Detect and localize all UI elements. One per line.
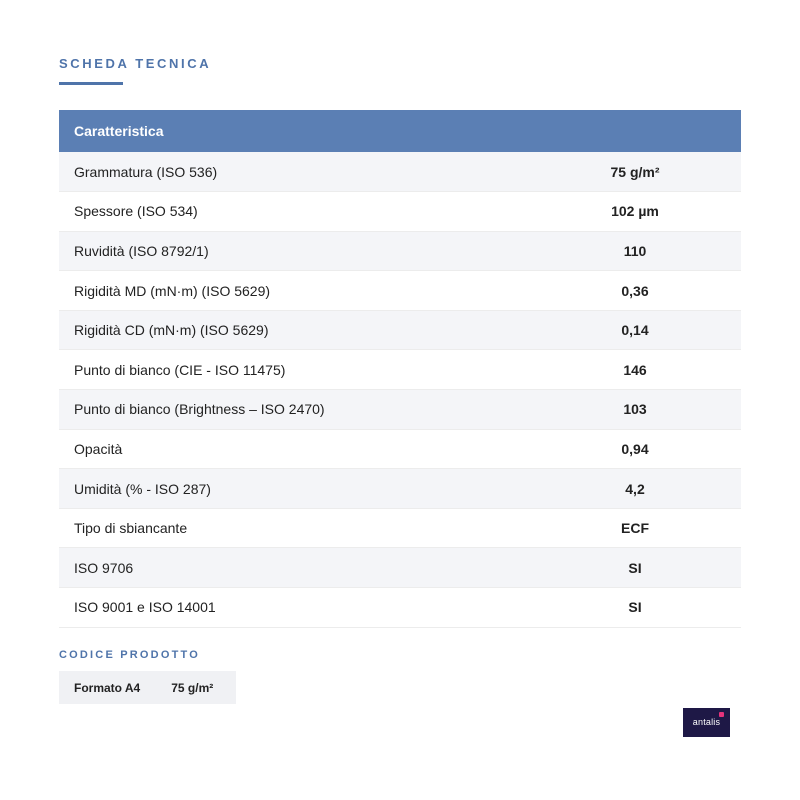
- product-code-format: Formato A4: [74, 680, 141, 695]
- row-label: Grammatura (ISO 536): [59, 152, 529, 193]
- section-title: SCHEDA TECNICA: [59, 56, 212, 71]
- product-code-box: Formato A4 75 g/m²: [59, 671, 236, 704]
- row-label: Tipo di sbiancante: [59, 508, 529, 549]
- row-value: ECF: [529, 508, 741, 549]
- antalis-logo-icon: antalis: [683, 708, 730, 737]
- row-value: 110: [529, 231, 741, 272]
- table-row: Grammatura (ISO 536) 75 g/m²: [59, 152, 741, 193]
- spec-table-body: Grammatura (ISO 536) 75 g/m² Spessore (ISO…: [59, 152, 741, 628]
- logo-accent-mark: [719, 712, 724, 717]
- row-value: 0,14: [529, 310, 741, 351]
- row-label: Rigidità MD (mN·m) (ISO 5629): [59, 270, 529, 311]
- table-row: Punto di bianco (Brightness – ISO 2470) 1…: [59, 389, 741, 430]
- row-label: ISO 9706: [59, 547, 529, 589]
- logo-text: antalis: [692, 717, 721, 727]
- row-value: SI: [529, 547, 741, 589]
- table-row: Tipo di sbiancante ECF: [59, 508, 741, 549]
- table-row: Umidità (% - ISO 287) 4,2: [59, 468, 741, 509]
- row-value: 103: [529, 389, 741, 430]
- row-label: Opacità: [59, 429, 529, 470]
- title-underline: [59, 82, 123, 85]
- table-row: ISO 9706 SI: [59, 547, 741, 589]
- table-header-caratteristica: Caratteristica: [59, 110, 741, 152]
- row-value: 102 µm: [529, 191, 741, 232]
- row-label: Umidità (% - ISO 287): [59, 468, 529, 509]
- table-row: Ruvidità (ISO 8792/1) 110: [59, 231, 741, 272]
- row-value: 146: [529, 349, 741, 391]
- row-label: Punto di bianco (CIE - ISO 11475): [59, 349, 529, 391]
- product-code-title: CODICE PRODOTTO: [59, 649, 200, 661]
- row-value: 0,36: [529, 270, 741, 311]
- row-value: 4,2: [529, 468, 741, 509]
- row-label: Rigidità CD (mN·m) (ISO 5629): [59, 310, 529, 351]
- product-code-weight: 75 g/m²: [171, 680, 214, 695]
- table-row: Spessore (ISO 534) 102 µm: [59, 191, 741, 232]
- row-value: 75 g/m²: [529, 152, 741, 193]
- row-value: 0,94: [529, 429, 741, 470]
- table-row: Rigidità MD (mN·m) (ISO 5629) 0,36: [59, 270, 741, 311]
- row-label: Punto di bianco (Brightness – ISO 2470): [59, 389, 529, 430]
- spec-table: Caratteristica Grammatura (ISO 536) 75 g/…: [59, 110, 741, 628]
- table-row: Punto di bianco (CIE - ISO 11475) 146: [59, 349, 741, 391]
- table-row: ISO 9001 e ISO 14001 SI: [59, 587, 741, 628]
- row-label: Spessore (ISO 534): [59, 191, 529, 232]
- table-row: Rigidità CD (mN·m) (ISO 5629) 0,14: [59, 310, 741, 351]
- row-label: ISO 9001 e ISO 14001: [59, 587, 529, 628]
- row-label: Ruvidità (ISO 8792/1): [59, 231, 529, 272]
- table-header-row: Caratteristica: [59, 110, 741, 152]
- table-row: Opacità 0,94: [59, 429, 741, 470]
- row-value: SI: [529, 587, 741, 628]
